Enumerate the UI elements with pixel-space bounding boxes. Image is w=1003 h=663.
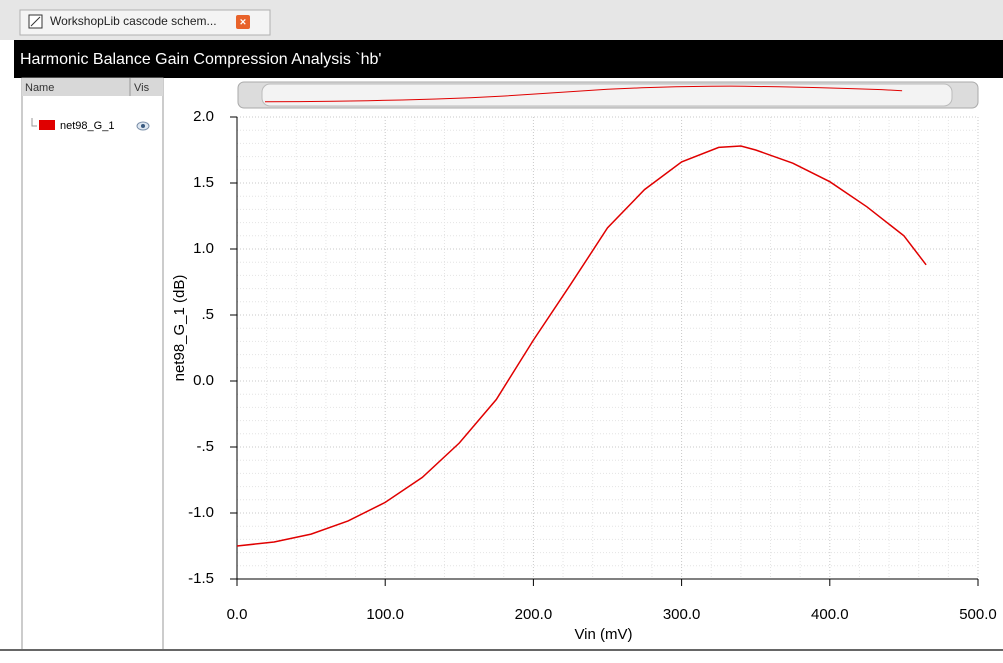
y-tick-label: -1.5: [188, 570, 214, 587]
trace-panel: [21, 77, 164, 651]
y-tick-label: 2.0: [193, 108, 214, 125]
panel-header: [22, 78, 163, 96]
tree-line: [31, 118, 37, 127]
x-tick-label: 0.0: [227, 606, 248, 623]
y-tick-label: 1.0: [193, 240, 214, 257]
title-bar: [14, 40, 1003, 78]
y-tick-label: -.5: [196, 438, 214, 455]
x-tick-label: 400.0: [811, 606, 849, 623]
legend-swatch: [39, 120, 55, 130]
tab-icon-line: [30, 16, 41, 27]
legend-label: net98_G_1: [60, 120, 114, 132]
series-line: [236, 145, 927, 547]
x-axis-label: Vin (mV): [574, 626, 632, 643]
y-tick-label: .5: [201, 306, 214, 323]
visibility-pupil: [141, 124, 145, 128]
y-axis-label: net98_G_1 (dB): [171, 275, 188, 382]
overview-line: [264, 85, 903, 103]
scroll-thumb[interactable]: [261, 83, 953, 107]
x-tick-label: 200.0: [515, 606, 553, 623]
y-tick-label: 0.0: [193, 372, 214, 389]
tab-close[interactable]: [236, 15, 250, 29]
tab-title: WorkshopLib cascode schem...: [50, 14, 217, 28]
x-tick-label: 300.0: [663, 606, 701, 623]
y-tick-label: -1.0: [188, 504, 214, 521]
column-header: Vis: [134, 82, 150, 94]
x-tick-label: 100.0: [366, 606, 404, 623]
y-tick-label: 1.5: [193, 174, 214, 191]
window-title: Harmonic Balance Gain Compression Analys…: [20, 51, 381, 68]
close-icon: ×: [240, 16, 246, 28]
column-header: Name: [25, 82, 54, 94]
x-tick-label: 500.0: [959, 606, 997, 623]
tab[interactable]: [19, 9, 271, 36]
